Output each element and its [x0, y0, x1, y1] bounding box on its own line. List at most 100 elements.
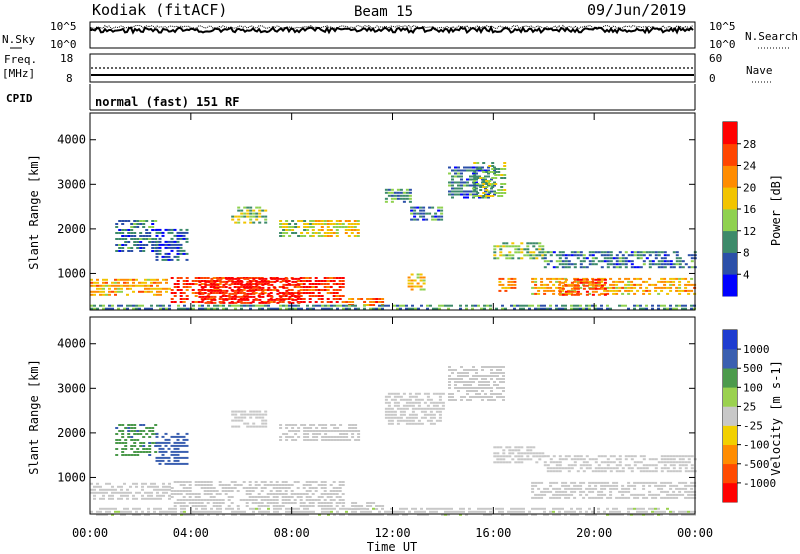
power-cell — [684, 289, 688, 292]
velocity-cell — [173, 481, 177, 483]
power-cell — [428, 212, 432, 215]
power-cell — [669, 304, 672, 307]
velocity-cell — [168, 494, 171, 497]
power-cell — [606, 254, 610, 257]
velocity-cell — [320, 484, 324, 486]
velocity-cell — [594, 467, 598, 470]
power-cell — [176, 246, 180, 249]
velocity-cell — [511, 458, 515, 461]
power-cell — [147, 307, 150, 310]
velocity-cell — [314, 499, 318, 501]
power-cell — [621, 286, 625, 289]
velocity-cell — [642, 484, 646, 487]
power-cell — [314, 232, 318, 234]
velocity-colorbar-swatch — [723, 425, 737, 445]
power-cell — [243, 215, 247, 218]
power-cell — [402, 194, 406, 197]
velocity-cell — [435, 510, 438, 513]
velocity-cell — [520, 446, 524, 449]
velocity-cell — [144, 482, 147, 485]
velocity-cell — [609, 490, 613, 493]
power-cell — [279, 304, 282, 307]
velocity-cell — [194, 484, 198, 486]
power-cell — [153, 278, 156, 281]
power-cell — [237, 277, 241, 280]
velocity-cell — [168, 507, 171, 510]
power-cell — [514, 248, 518, 251]
velocity-cell — [546, 470, 550, 473]
velocity-cell — [487, 381, 490, 383]
power-cell — [399, 191, 403, 194]
velocity-cell — [227, 490, 231, 492]
velocity-cell — [508, 449, 512, 452]
power-cell — [279, 223, 283, 225]
velocity-cell — [493, 393, 496, 395]
power-cell — [243, 283, 247, 286]
power-cell — [573, 266, 577, 269]
velocity-cell — [585, 487, 589, 490]
power-cell — [299, 298, 303, 300]
velocity-cell — [300, 424, 304, 426]
velocity-cell — [366, 502, 370, 504]
power-cell — [591, 251, 595, 254]
velocity-cell — [537, 496, 541, 499]
power-cell — [335, 277, 339, 279]
power-cell — [200, 280, 204, 282]
velocity-cell — [402, 510, 405, 513]
power-cell — [425, 212, 429, 215]
velocity-cell — [672, 470, 676, 473]
power-cell — [105, 307, 108, 310]
power-cell — [246, 212, 250, 215]
velocity-cell — [654, 464, 658, 467]
power-cell — [297, 289, 301, 292]
velocity-cell — [552, 467, 556, 470]
velocity-cell — [411, 410, 415, 413]
velocity-cell — [687, 461, 691, 464]
power-cell — [672, 307, 675, 310]
power-cell — [484, 187, 487, 190]
velocity-cell — [96, 513, 99, 516]
velocity-cell — [118, 424, 122, 426]
velocity-cell — [531, 490, 535, 493]
power-cell — [159, 290, 162, 293]
power-cell — [165, 281, 168, 284]
power-cell — [504, 289, 508, 292]
velocity-cell — [463, 375, 466, 377]
power-cell — [472, 193, 475, 196]
velocity-cell — [639, 481, 643, 484]
power-cell — [136, 244, 140, 246]
power-cell — [161, 231, 165, 234]
velocity-cell — [690, 455, 694, 458]
power-cell — [457, 169, 460, 172]
power-cell — [660, 280, 664, 283]
power-cell — [288, 283, 292, 286]
velocity-cell — [508, 461, 512, 464]
power-cell — [237, 218, 241, 221]
velocity-colorbar-tick-label: -25 — [743, 420, 763, 433]
velocity-cell — [148, 442, 152, 444]
power-cell — [513, 304, 516, 307]
velocity-cell — [249, 413, 253, 416]
power-cell — [508, 245, 512, 248]
velocity-cell — [684, 510, 687, 513]
power-cell — [597, 281, 601, 284]
velocity-cell — [496, 393, 499, 395]
velocity-cell — [390, 407, 394, 410]
power-cell — [549, 289, 553, 292]
velocity-cell — [206, 481, 210, 483]
power-cell — [293, 286, 297, 288]
power-cell — [639, 254, 643, 257]
power-cell — [194, 295, 198, 297]
velocity-cell — [597, 493, 601, 496]
power-cell — [320, 226, 324, 228]
velocity-cell — [351, 510, 354, 513]
velocity-cell — [308, 496, 312, 498]
velocity-cell — [693, 513, 696, 516]
velocity-cell — [291, 513, 294, 516]
velocity-cell — [543, 513, 546, 516]
velocity-cell — [570, 493, 574, 496]
velocity-cell — [502, 458, 506, 461]
power-cell — [612, 283, 616, 286]
power-cell — [654, 286, 658, 289]
power-cell — [375, 301, 379, 303]
